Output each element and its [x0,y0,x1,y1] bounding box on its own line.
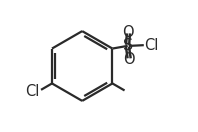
Text: Cl: Cl [25,84,39,99]
Text: Cl: Cl [144,38,158,53]
Text: O: O [123,52,135,67]
Text: O: O [123,25,134,40]
Text: S: S [123,38,133,53]
